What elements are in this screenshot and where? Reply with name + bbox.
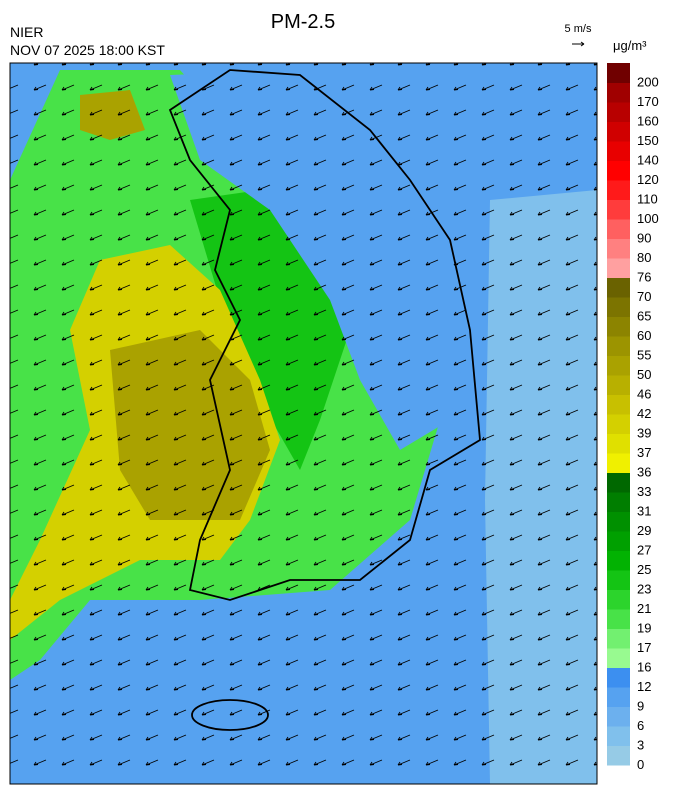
colorbar-swatch <box>607 570 630 590</box>
colorbar-label: 37 <box>637 445 651 460</box>
colorbar-swatch <box>607 550 630 571</box>
colorbar-label: 42 <box>637 406 651 421</box>
colorbar-label: 70 <box>637 289 651 304</box>
colorbar-swatch <box>607 628 630 649</box>
colorbar-label: 55 <box>637 348 651 363</box>
colorbar-swatch <box>607 63 630 83</box>
colorbar-swatch <box>607 141 630 161</box>
colorbar-label: 46 <box>637 387 651 402</box>
colorbar-swatch <box>607 297 630 317</box>
colorbar-label: 16 <box>637 660 651 675</box>
colorbar-swatch <box>607 687 630 707</box>
colorbar-label: 29 <box>637 523 651 538</box>
colorbar-label: 60 <box>637 328 651 343</box>
colorbar-swatch <box>607 511 630 532</box>
colorbar-swatch <box>607 336 630 356</box>
colorbar-swatch <box>607 648 630 668</box>
colorbar-label: 31 <box>637 504 651 519</box>
colorbar-label: 27 <box>637 543 651 558</box>
colorbar-swatch <box>607 492 630 512</box>
colorbar-swatch <box>607 121 630 142</box>
map <box>10 63 597 784</box>
colorbar-swatch <box>607 82 630 103</box>
colorbar-label: 200 <box>637 75 659 90</box>
colorbar-swatch <box>607 453 630 473</box>
colorbar-label: 36 <box>637 465 651 480</box>
colorbar-label: 39 <box>637 426 651 441</box>
colorbar-label: 12 <box>637 679 651 694</box>
colorbar-label: 160 <box>637 114 659 129</box>
colorbar-label: 120 <box>637 172 659 187</box>
wind-scale-arrow <box>572 41 585 47</box>
colorbar-swatch <box>607 102 630 122</box>
colorbar-swatch <box>607 160 630 181</box>
colorbar-label: 65 <box>637 309 651 324</box>
colorbar-swatch <box>607 277 630 298</box>
agency: NIER <box>10 24 43 40</box>
colorbar-label: 33 <box>637 484 651 499</box>
colorbar-swatch <box>607 433 630 454</box>
colorbar-label: 17 <box>637 640 651 655</box>
colorbar-label: 0 <box>637 757 644 772</box>
colorbar-swatch <box>607 355 630 376</box>
colorbar-swatch <box>607 609 630 629</box>
colorbar-swatch <box>607 219 630 239</box>
colorbar-swatch <box>607 531 630 551</box>
colorbar-label: 76 <box>637 270 651 285</box>
colorbar-swatch <box>607 726 630 746</box>
unit: μg/m³ <box>613 38 647 53</box>
colorbar-swatch <box>607 258 630 278</box>
map-frame <box>9 62 598 785</box>
colorbar-label: 140 <box>637 153 659 168</box>
colorbar-swatch <box>607 667 630 688</box>
colorbar-label: 170 <box>637 94 659 109</box>
title: PM-2.5 <box>271 11 335 33</box>
colorbar-label: 90 <box>637 231 651 246</box>
colorbar-label: 110 <box>637 192 658 207</box>
colorbar: 0369121617192123252729313336373942465055… <box>607 63 659 772</box>
colorbar-label: 25 <box>637 562 651 577</box>
colorbar-swatch <box>607 375 630 395</box>
colorbar-swatch <box>607 745 630 766</box>
wind-scale: 5 m/s <box>565 23 592 35</box>
colorbar-label: 3 <box>637 738 644 753</box>
colorbar-swatch <box>607 589 630 610</box>
colorbar-label: 150 <box>637 133 659 148</box>
wind-arrows <box>10 63 597 784</box>
colorbar-swatch <box>607 472 630 493</box>
colorbar-swatch <box>607 238 630 259</box>
colorbar-swatch <box>607 199 630 220</box>
colorbar-swatch <box>607 316 630 337</box>
colorbar-label: 6 <box>637 718 644 733</box>
colorbar-swatch <box>607 414 630 434</box>
colorbar-label: 80 <box>637 250 651 265</box>
colorbar-label: 50 <box>637 367 651 382</box>
colorbar-label: 9 <box>637 699 644 714</box>
colorbar-label: 21 <box>637 601 651 616</box>
time: NOV 07 2025 18:00 KST <box>10 42 165 58</box>
colorbar-swatch <box>607 394 630 415</box>
colorbar-label: 19 <box>637 621 651 636</box>
colorbar-swatch <box>607 180 630 200</box>
colorbar-label: 100 <box>637 211 659 226</box>
colorbar-label: 23 <box>637 582 651 597</box>
colorbar-swatch <box>607 706 630 727</box>
